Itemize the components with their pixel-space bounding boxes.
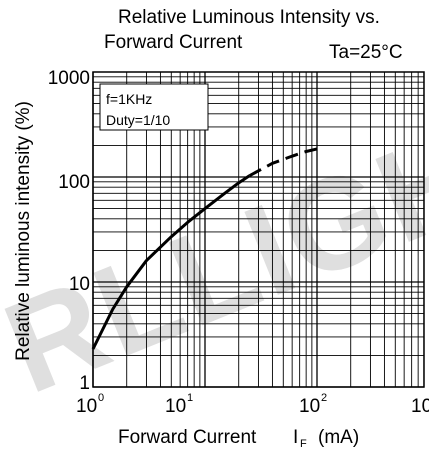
svg-text:10: 10 <box>76 396 97 417</box>
y-tick-label: 100 <box>58 172 90 193</box>
x-tick-label: 10 0 <box>76 392 104 417</box>
series-line-solid <box>91 174 251 350</box>
chart-title-line1: Relative Luminous Intensity vs. <box>118 7 380 28</box>
svg-text:(mA): (mA) <box>318 427 359 448</box>
svg-text:1: 1 <box>187 392 193 404</box>
y-tick-label: 1 <box>79 373 90 394</box>
watermark-text: RLLIGH <box>0 100 429 421</box>
legend-line-frequency: f=1KHz <box>106 91 152 107</box>
chart-title-line2: Forward Current <box>104 32 243 53</box>
x-axis-label: Forward Current I F (mA) <box>118 427 359 450</box>
legend-line-duty: Duty=1/10 <box>106 112 170 128</box>
watermark-logo: RLLIGH <box>0 100 429 421</box>
svg-text:Forward Current: Forward Current <box>118 427 257 448</box>
legend-box <box>99 83 209 131</box>
series-line-dashed <box>248 147 318 177</box>
y-axis-label: Relative luminous intensity (%) <box>13 101 34 361</box>
legend: f=1KHz Duty=1/10 <box>99 83 209 131</box>
x-tick-label: 10 2 <box>299 392 327 417</box>
svg-text:0: 0 <box>98 392 104 404</box>
y-tick-label: 1000 <box>48 68 90 89</box>
y-tick-label: 10 <box>69 274 90 295</box>
x-tick-label: 10 3 <box>411 396 429 417</box>
test-condition: Ta=25°C <box>329 42 403 63</box>
svg-text:F: F <box>300 438 307 450</box>
series-layer <box>91 147 318 350</box>
svg-text:10: 10 <box>165 396 186 417</box>
x-tick-label: 10 1 <box>165 392 193 417</box>
svg-text:I: I <box>293 427 298 448</box>
svg-text:10: 10 <box>411 396 429 417</box>
plot-frame <box>92 71 425 388</box>
svg-text:10: 10 <box>299 396 320 417</box>
svg-text:2: 2 <box>321 392 327 404</box>
